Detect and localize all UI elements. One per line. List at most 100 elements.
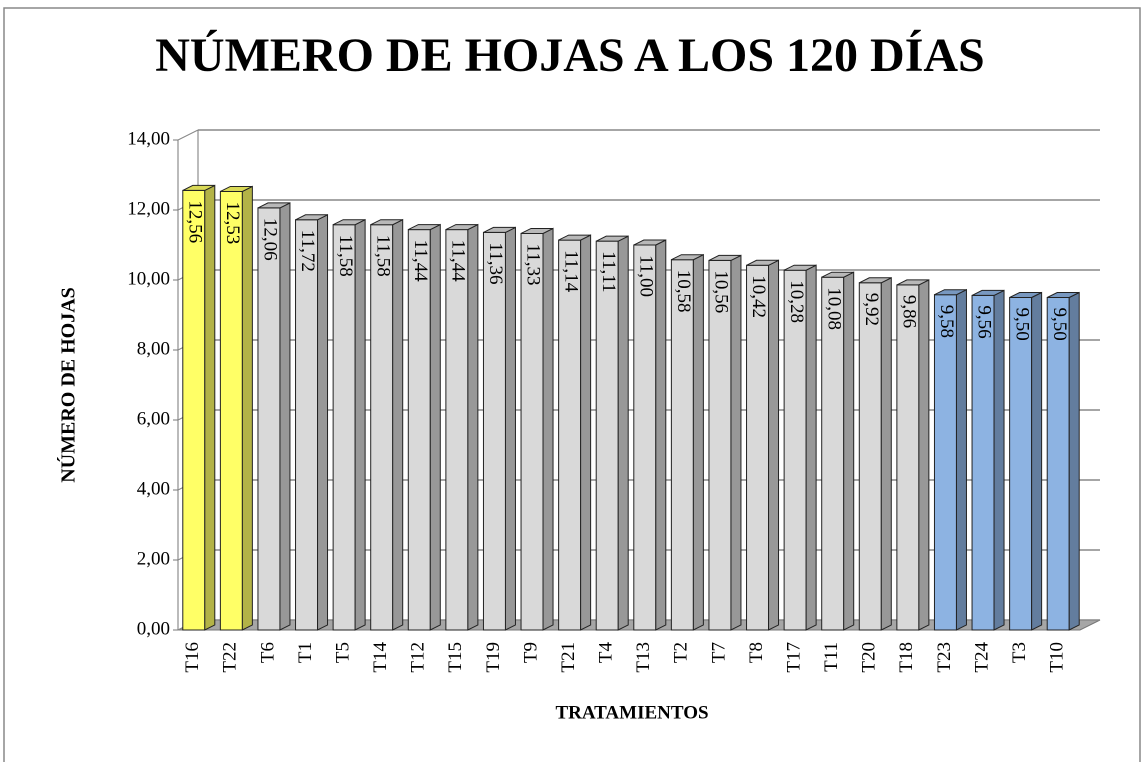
x-tick-label: T22 bbox=[220, 642, 241, 673]
bar-side bbox=[580, 234, 592, 631]
x-tick-label: T20 bbox=[859, 642, 880, 673]
y-tick-label: 0,00 bbox=[137, 618, 170, 639]
bar bbox=[933, 288, 967, 631]
value-label: 11,44 bbox=[410, 240, 431, 283]
x-tick-label: T3 bbox=[1009, 642, 1030, 663]
bar-top bbox=[671, 254, 704, 261]
bar-top bbox=[746, 259, 779, 266]
value-label: 11,58 bbox=[372, 235, 393, 277]
bar-top bbox=[708, 254, 742, 261]
bar-top bbox=[483, 226, 516, 233]
bar-side bbox=[655, 239, 667, 631]
bar bbox=[633, 239, 667, 631]
x-tick-label: T15 bbox=[445, 642, 466, 673]
bar-side bbox=[354, 218, 366, 631]
bar-front bbox=[971, 294, 995, 631]
y-tick-label: 14,00 bbox=[127, 128, 170, 149]
x-tick-label: T16 bbox=[182, 642, 203, 673]
bar-front bbox=[1009, 297, 1033, 631]
bar-front bbox=[295, 219, 319, 631]
y-tick-label: 10,00 bbox=[127, 268, 170, 289]
bar-front bbox=[332, 224, 356, 631]
bar-side bbox=[993, 289, 1005, 631]
chart-title: NÚMERO DE HOJAS A LOS 120 DÍAS bbox=[155, 28, 984, 82]
bar-side bbox=[918, 279, 930, 631]
x-tick-label: T12 bbox=[408, 642, 429, 673]
bar bbox=[558, 234, 592, 631]
bar-top bbox=[633, 239, 667, 246]
x-tick-label: T7 bbox=[708, 642, 729, 663]
x-tick-label: T17 bbox=[783, 642, 804, 673]
x-axis-label: TRATAMIENTOS bbox=[555, 702, 708, 723]
bar-side bbox=[392, 218, 404, 631]
x-tick-label: T6 bbox=[257, 642, 278, 663]
bar-top bbox=[783, 264, 817, 271]
x-tick-label: T4 bbox=[596, 642, 617, 664]
value-label: 10,56 bbox=[711, 270, 732, 313]
bar-front bbox=[783, 269, 807, 631]
x-tick-label: T21 bbox=[558, 642, 579, 673]
bar-front bbox=[896, 284, 920, 631]
x-tick-label: T2 bbox=[671, 642, 692, 663]
bar-top bbox=[220, 185, 253, 192]
x-tick-label: T11 bbox=[821, 642, 842, 672]
value-label: 9,56 bbox=[974, 305, 995, 338]
bar bbox=[858, 276, 892, 631]
bar-side bbox=[955, 288, 967, 631]
bar-top bbox=[1009, 292, 1042, 298]
bar bbox=[1046, 291, 1080, 631]
value-label: 9,50 bbox=[1049, 308, 1070, 341]
bar-top bbox=[408, 224, 441, 231]
x-tick-label: T18 bbox=[896, 642, 917, 673]
bar-side bbox=[317, 213, 329, 631]
value-label: 12,53 bbox=[222, 201, 243, 244]
bar bbox=[595, 235, 629, 631]
bar-front bbox=[257, 207, 281, 631]
value-label: 12,56 bbox=[184, 200, 205, 243]
bar-top bbox=[332, 219, 366, 226]
bar-top bbox=[821, 271, 854, 278]
bar bbox=[821, 271, 855, 631]
bar-side bbox=[204, 184, 216, 631]
value-label: 11,00 bbox=[635, 255, 656, 297]
bar-side bbox=[617, 235, 629, 631]
bar-top bbox=[558, 234, 591, 241]
x-tick-label: T19 bbox=[483, 642, 504, 673]
x-tick-label: T10 bbox=[1047, 642, 1068, 673]
bar-top bbox=[445, 224, 479, 231]
bar-front bbox=[821, 276, 845, 631]
bar-front bbox=[708, 259, 732, 631]
bar-side bbox=[429, 223, 441, 631]
y-tick-label: 12,00 bbox=[127, 198, 170, 219]
x-tick-label: T9 bbox=[520, 642, 541, 663]
value-label: 11,58 bbox=[335, 235, 356, 277]
bar bbox=[971, 289, 1005, 631]
value-label: 11,33 bbox=[523, 243, 544, 285]
bar-front bbox=[933, 294, 957, 631]
bar-top bbox=[896, 279, 930, 286]
bar-front bbox=[670, 259, 694, 631]
value-label: 11,36 bbox=[485, 242, 506, 284]
value-label: 9,86 bbox=[899, 295, 920, 328]
value-label: 10,28 bbox=[786, 280, 807, 323]
bar-front bbox=[482, 231, 506, 631]
bar-front bbox=[182, 189, 206, 631]
bar bbox=[1009, 291, 1043, 631]
value-label: 11,44 bbox=[448, 240, 469, 283]
bar bbox=[783, 264, 817, 631]
bar-top bbox=[971, 289, 1005, 296]
bar bbox=[896, 279, 930, 631]
bar-top bbox=[934, 289, 967, 296]
value-label: 9,92 bbox=[861, 293, 882, 326]
bar bbox=[370, 218, 404, 631]
y-axis-label: NÚMERO DE HOJAS bbox=[56, 287, 80, 483]
bar bbox=[182, 184, 216, 631]
bar-top bbox=[370, 219, 403, 226]
bar-top bbox=[859, 277, 892, 284]
bar-front bbox=[445, 229, 469, 631]
bar-front bbox=[746, 264, 770, 631]
value-label: 9,50 bbox=[1011, 308, 1032, 341]
bar-front bbox=[407, 229, 431, 631]
bar-top bbox=[257, 202, 291, 209]
bar-side bbox=[1031, 291, 1043, 631]
